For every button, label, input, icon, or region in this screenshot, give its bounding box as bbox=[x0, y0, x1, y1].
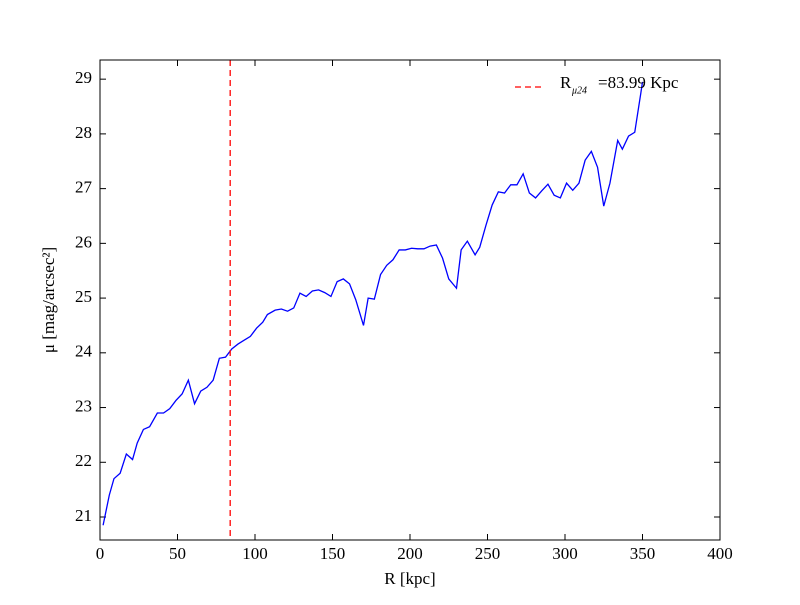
y-tick-label: 28 bbox=[75, 123, 92, 142]
y-tick-label: 25 bbox=[75, 287, 92, 306]
y-axis-label: μ [mag/arcsec²] bbox=[39, 247, 58, 353]
y-tick-label: 23 bbox=[75, 396, 92, 415]
x-tick-label: 0 bbox=[96, 544, 105, 563]
x-tick-label: 400 bbox=[707, 544, 733, 563]
x-tick-label: 200 bbox=[397, 544, 423, 563]
x-axis-label: R [kpc] bbox=[384, 569, 435, 588]
legend-label-subscript: μ24 bbox=[571, 85, 587, 96]
x-tick-label: 250 bbox=[475, 544, 501, 563]
legend-label: R bbox=[560, 73, 572, 92]
y-tick-label: 26 bbox=[75, 232, 92, 251]
y-tick-label: 22 bbox=[75, 451, 92, 470]
y-tick-label: 27 bbox=[75, 178, 93, 197]
x-tick-label: 50 bbox=[169, 544, 186, 563]
x-tick-label: 350 bbox=[630, 544, 656, 563]
plot-frame bbox=[99, 59, 721, 541]
data-line bbox=[102, 81, 644, 526]
x-tick-label: 100 bbox=[242, 544, 268, 563]
legend-label-value: =83.99 Kpc bbox=[598, 73, 679, 92]
x-tick-label: 150 bbox=[320, 544, 346, 563]
y-tick-label: 29 bbox=[75, 68, 92, 87]
x-tick-label: 300 bbox=[552, 544, 578, 563]
y-tick-label: 24 bbox=[75, 342, 93, 361]
y-tick-label: 21 bbox=[75, 506, 92, 525]
